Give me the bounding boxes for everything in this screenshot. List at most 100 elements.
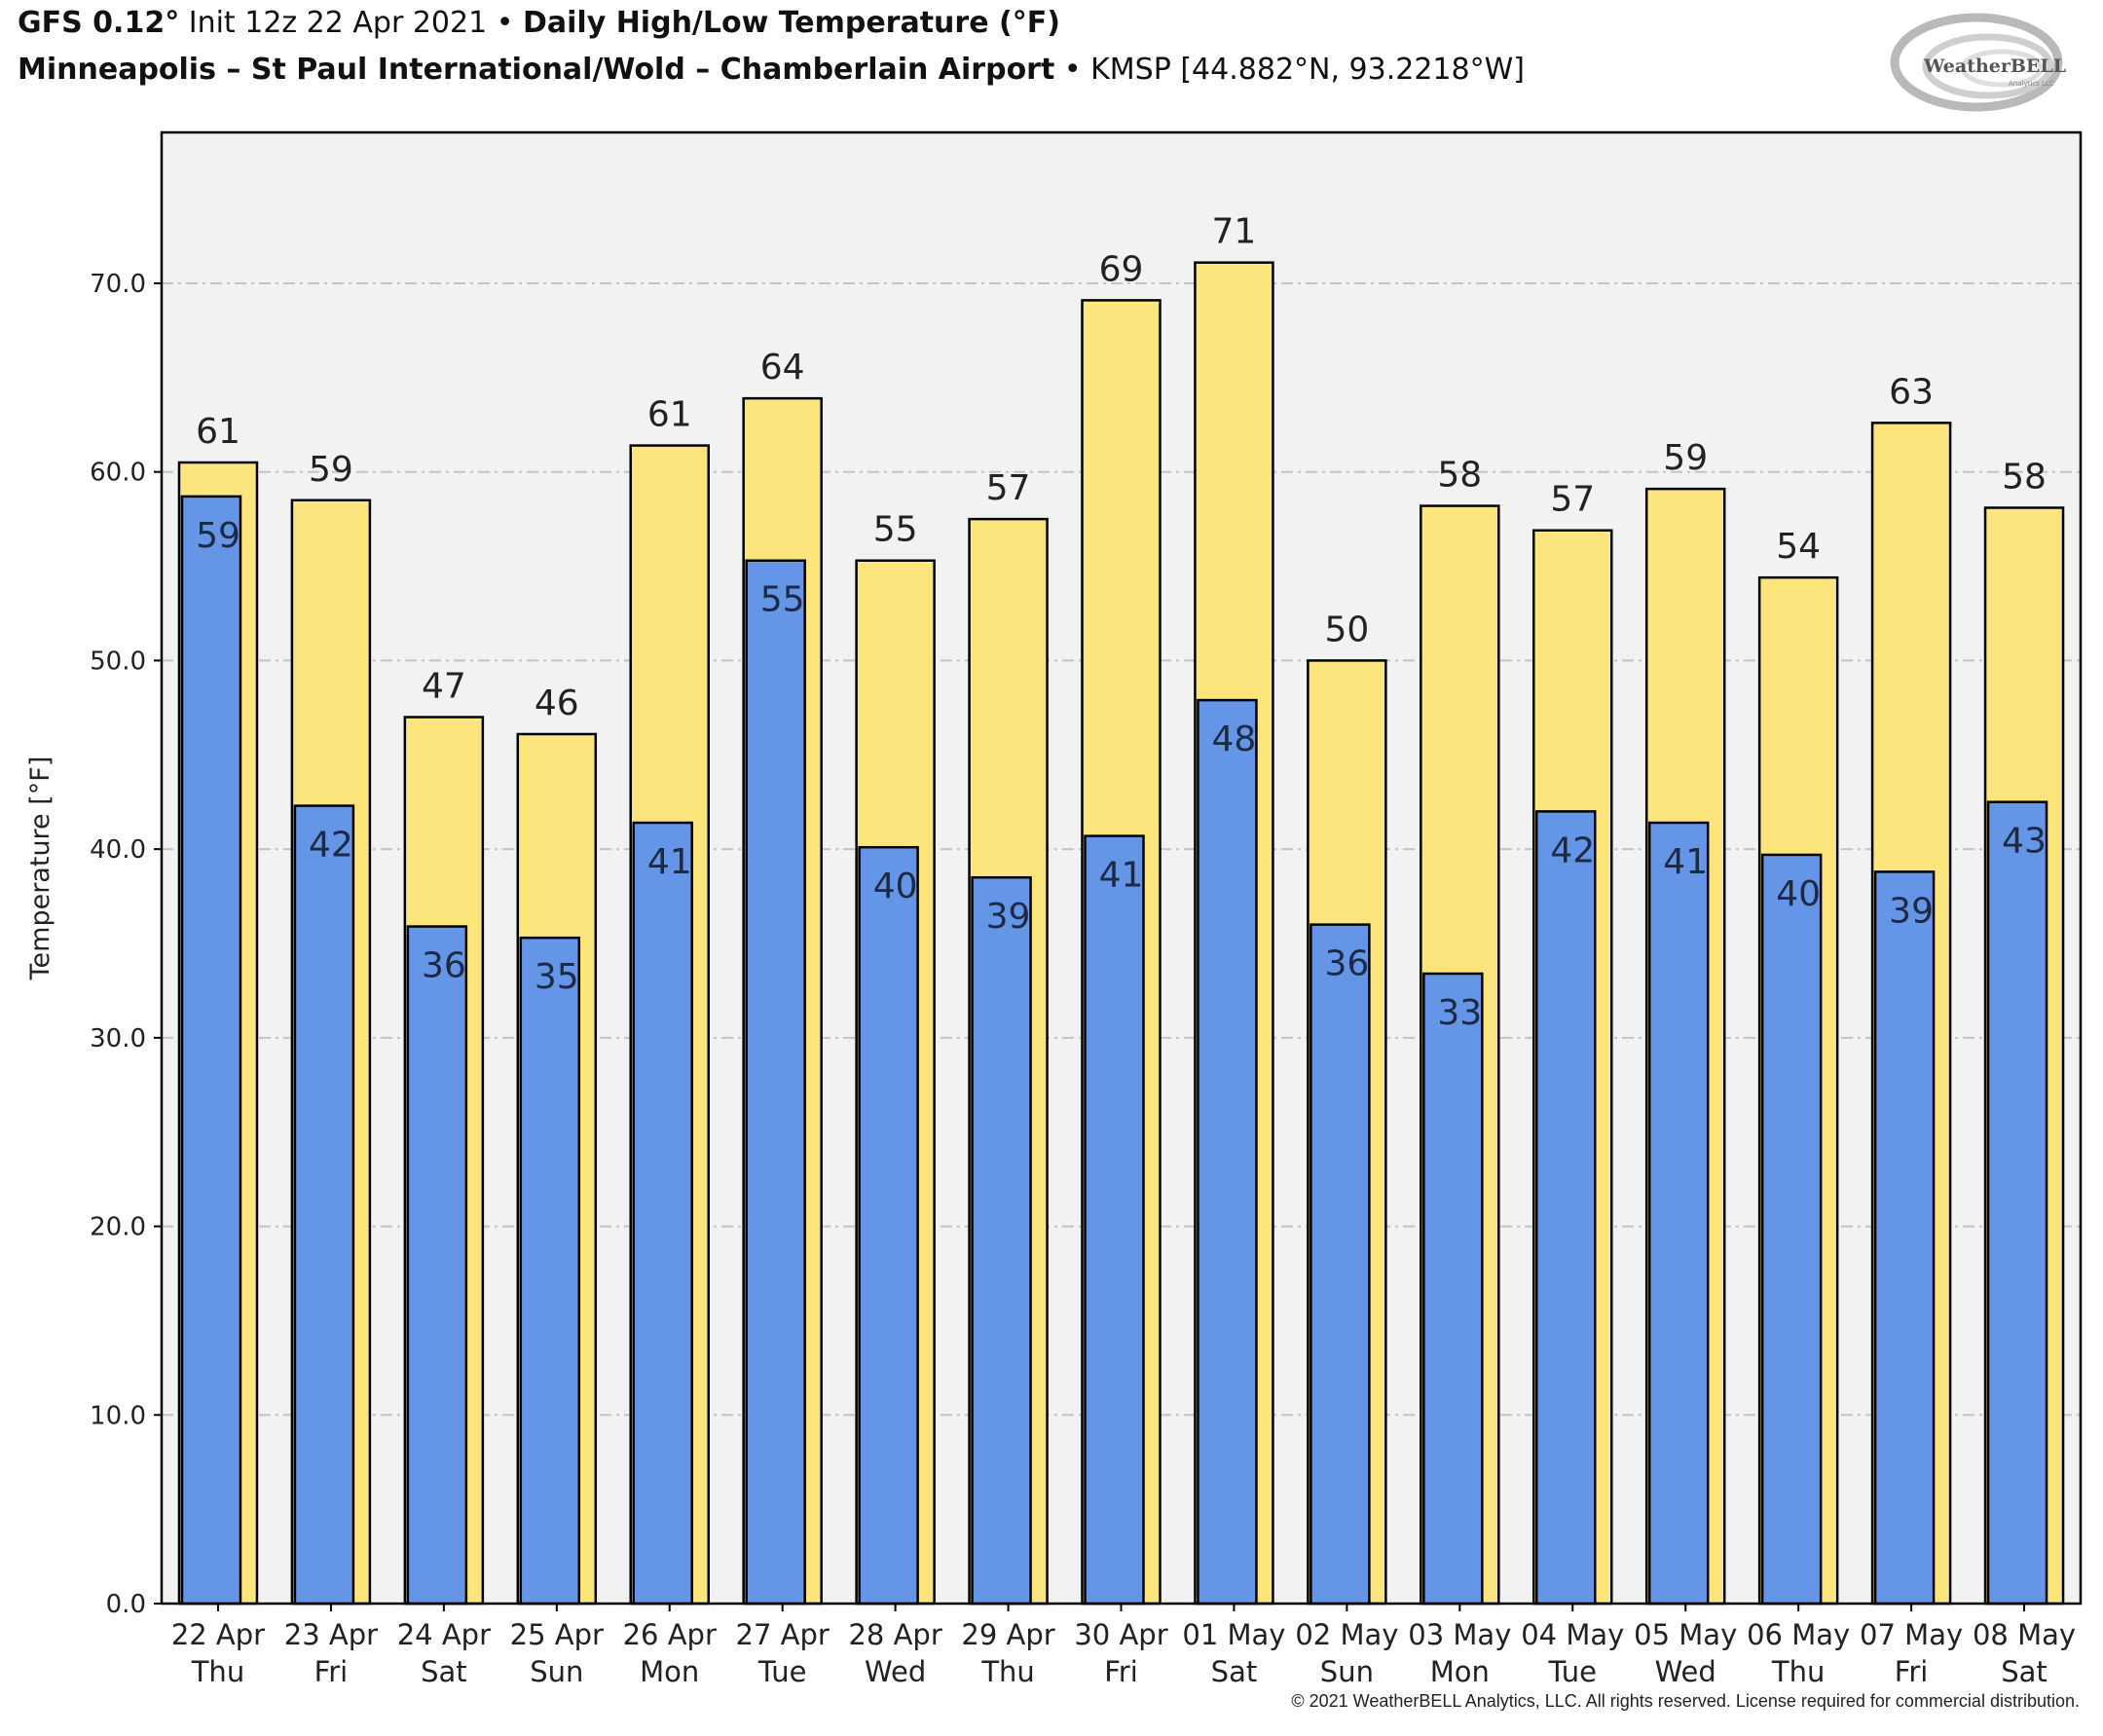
x-tick-day: Sun [530,1655,583,1688]
x-tick-day: Fri [1895,1655,1929,1688]
high-temp-label: 63 [1889,372,1934,412]
low-temp-bar [745,559,806,1606]
copyright-notice: © 2021 WeatherBELL Analytics, LLC. All r… [1291,1691,2080,1711]
x-tick-day: Sat [1211,1655,1258,1688]
low-temp-bar [971,875,1032,1606]
x-tick-date: 07 May [1860,1618,1963,1651]
high-temp-label: 50 [1324,609,1369,649]
x-tick-day: Sat [2001,1655,2048,1688]
high-temp-label: 61 [647,395,692,435]
y-tick-label: 20.0 [90,1213,146,1242]
y-tick-label: 30.0 [90,1024,146,1053]
low-temp-label: 39 [1889,891,1934,931]
init-time: Init 12z 22 Apr 2021 [188,6,488,40]
high-temp-label: 47 [422,667,466,707]
high-temp-label: 69 [1099,249,1144,289]
low-temp-bar [1535,810,1597,1606]
low-temp-label: 42 [1550,831,1595,870]
station-info: KMSP [44.882°N, 93.2218°W] [1090,53,1525,87]
low-temp-bar [1422,972,1484,1606]
x-tick-day: Tue [1547,1655,1597,1688]
model-name: GFS 0.12 [18,6,166,40]
low-temp-label: 42 [309,826,353,866]
high-temp-label: 46 [535,683,579,723]
x-tick-date: 08 May [1973,1618,2076,1651]
title-bullet: • [496,6,514,40]
y-axis-label: Temperature [°F] [25,757,55,981]
x-tick-day: Mon [1430,1655,1490,1688]
low-temp-bar [406,925,468,1606]
x-tick-date: 03 May [1408,1618,1511,1651]
x-tick-day: Sun [1320,1655,1374,1688]
y-tick-label: 40.0 [90,835,146,865]
low-temp-bar [1873,870,1936,1606]
low-temp-bar [1084,834,1145,1606]
low-temp-bar [858,845,919,1606]
product-name: Daily High/Low Temperature (°F) [522,6,1060,40]
high-temp-label: 58 [1437,456,1482,496]
x-tick-day: Fri [314,1655,349,1688]
high-temp-label: 59 [309,450,353,490]
low-temp-label: 40 [1776,874,1821,914]
chart-title-line-1: GFS 0.12° Init 12z 22 Apr 2021 • Daily H… [18,6,1060,40]
x-tick-day: Thu [191,1655,244,1688]
high-temp-label: 55 [873,510,918,550]
low-temp-label: 59 [196,516,240,556]
low-temp-bar [1986,800,2048,1606]
y-tick-label: 10.0 [90,1401,146,1430]
station-name: Minneapolis – St Paul International/Wold… [18,53,1055,87]
low-temp-label: 48 [1212,720,1257,759]
title-bullet-2: • [1063,53,1082,87]
low-temp-bar [180,495,242,1606]
high-temp-label: 57 [986,468,1031,508]
x-tick-date: 30 Apr [1074,1618,1167,1651]
x-tick-date: 29 Apr [961,1618,1054,1651]
high-temp-label: 54 [1776,527,1821,567]
low-temp-label: 41 [1099,856,1144,896]
x-tick-day: Thu [1771,1655,1825,1688]
low-temp-label: 36 [1324,944,1369,984]
chart-title-line-2: Minneapolis – St Paul International/Wold… [18,53,1525,87]
high-temp-label: 64 [760,348,805,388]
x-tick-date: 28 Apr [848,1618,941,1651]
high-temp-label: 61 [196,412,240,452]
x-tick-day: Thu [980,1655,1034,1688]
x-tick-day: Mon [640,1655,699,1688]
x-tick-date: 02 May [1295,1618,1398,1651]
logo-sub-text: Analytics LLC [2009,80,2054,88]
low-temp-bar [519,936,581,1606]
y-tick-label: 50.0 [90,646,146,676]
low-temp-label: 33 [1437,993,1482,1033]
low-temp-label: 43 [2002,822,2047,862]
x-tick-date: 24 Apr [397,1618,491,1651]
x-tick-day: Tue [757,1655,807,1688]
plot-frame [160,130,2083,1606]
weatherbell-logo: WeatherBELL Analytics LLC [1890,13,2066,112]
y-tick-label: 0.0 [106,1590,146,1619]
x-tick-date: 25 Apr [510,1618,604,1651]
low-temp-bar [1760,853,1823,1606]
high-temp-label: 59 [1663,438,1708,478]
y-tick-label: 60.0 [90,459,146,488]
x-tick-date: 23 Apr [284,1618,378,1651]
low-temp-label: 41 [647,842,692,882]
low-temp-label: 41 [1663,842,1708,882]
low-temp-label: 35 [535,957,579,997]
low-temp-bar [1647,821,1710,1606]
model-degree-symbol: ° [165,6,180,40]
high-temp-label: 71 [1212,212,1257,252]
x-tick-date: 26 Apr [623,1618,717,1651]
low-temp-bar [632,821,693,1606]
low-temp-label: 55 [760,580,805,620]
low-temp-label: 39 [986,897,1031,937]
x-tick-date: 01 May [1182,1618,1285,1651]
x-tick-date: 06 May [1747,1618,1850,1651]
x-tick-date: 22 Apr [171,1618,265,1651]
low-temp-bar [1197,698,1258,1606]
x-tick-date: 27 Apr [736,1618,830,1651]
low-temp-label: 36 [422,946,466,986]
x-tick-day: Fri [1104,1655,1138,1688]
x-tick-date: 04 May [1521,1618,1624,1651]
low-temp-label: 40 [873,867,918,906]
